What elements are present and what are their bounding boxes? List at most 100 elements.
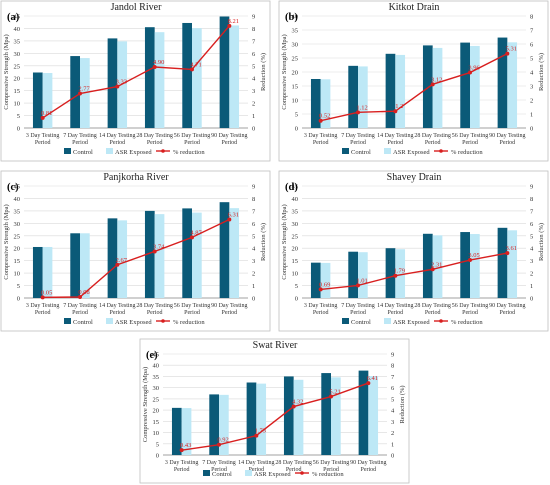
y2-tick-label: 4 [530, 246, 534, 253]
bar-asr-exposed [42, 246, 53, 298]
bar-asr-exposed [358, 252, 368, 298]
bar-control [348, 251, 358, 298]
reduction-point [227, 23, 232, 28]
y-tick-label: 20 [292, 246, 299, 253]
bar-asr-exposed [320, 79, 331, 128]
reduction-point [356, 283, 360, 288]
y2-tick-label: 5 [530, 56, 533, 63]
legend-swatch-asr [245, 470, 252, 476]
bar-asr-exposed [229, 25, 240, 128]
reduction-data-label: 6.41 [367, 375, 378, 382]
y2-tick-label: 0 [530, 126, 533, 133]
x-tick-label: Period [425, 140, 441, 146]
y2-tick-label: 1 [530, 112, 533, 119]
bar-control [497, 37, 508, 129]
chart-panel-5: Swat River(e)051015202530354045012345678… [139, 338, 410, 484]
x-tick-label: 90 Day Testing [489, 303, 525, 309]
legend-swatch-control [203, 470, 210, 476]
reduction-data-label: 6.31 [228, 211, 239, 218]
y-tick-label: 45 [153, 352, 160, 359]
reduction-data-label: 8.21 [228, 18, 239, 25]
reduction-line [42, 25, 230, 119]
x-tick-label: 7 Day Testing [341, 133, 374, 139]
legend-label-asr: ASR Exposed [115, 149, 152, 156]
y2-tick-label: 3 [530, 84, 533, 91]
y2-tick-label: 3 [530, 258, 533, 265]
reduction-data-label: 1.73 [255, 428, 266, 435]
y2-tick-label: 7 [391, 374, 395, 381]
reduction-point [179, 448, 184, 453]
bar-asr-exposed [181, 408, 192, 455]
x-tick-label: 90 Day Testing [350, 460, 386, 466]
y-tick-label: 10 [153, 430, 160, 437]
bar-asr-exposed [470, 234, 480, 298]
bar-control [144, 210, 155, 298]
reduction-data-label: 3.74 [153, 243, 165, 250]
y-tick-label: 25 [292, 233, 299, 240]
panel-frame [0, 0, 271, 162]
x-tick-label: Period [35, 140, 51, 146]
y-tick-label: 5 [295, 112, 298, 119]
chart-title: Swat River [253, 340, 298, 351]
x-tick-label: Period [184, 310, 200, 316]
reduction-data-label: 4.71 [190, 61, 201, 68]
x-tick-label: 7 Day Testing [63, 303, 96, 309]
y2-tick-label: 6 [530, 42, 534, 49]
y2-axis-label: Reduction (%) [260, 53, 267, 91]
y-tick-label: 20 [14, 76, 21, 83]
y2-tick-label: 4 [391, 408, 395, 415]
y-tick-label: 20 [14, 246, 21, 253]
y-tick-label: 40 [153, 363, 160, 370]
y2-tick-label: 0 [530, 296, 533, 303]
y-tick-label: 10 [292, 98, 299, 105]
y2-tick-label: 4 [252, 76, 256, 83]
bar-control [182, 208, 192, 298]
legend-label-reduction: % reduction [173, 149, 205, 156]
y-tick-label: 25 [292, 56, 299, 63]
bar-asr-exposed [368, 375, 379, 455]
reduction-point [227, 217, 232, 222]
x-tick-label: 14 Day Testing [238, 460, 274, 466]
x-tick-label: 7 Day Testing [202, 460, 235, 466]
y-tick-label: 15 [14, 88, 21, 95]
y2-tick-label: 3 [391, 419, 394, 426]
bar-control [219, 16, 230, 128]
reduction-data-label: 3.33 [116, 79, 127, 86]
legend-label-asr: ASR Exposed [254, 471, 291, 478]
x-tick-label: Period [221, 310, 237, 316]
reduction-data-label: 0.81 [41, 110, 52, 117]
bar-control [283, 376, 294, 455]
bar-asr-exposed [331, 377, 341, 455]
reduction-point [190, 235, 194, 240]
x-tick-label: 3 Day Testing [304, 133, 337, 139]
x-tick-label: 56 Day Testing [313, 460, 349, 466]
y2-tick-label: 8 [252, 26, 255, 33]
reduction-point [78, 91, 82, 96]
reduction-data-label: 1.01 [356, 277, 367, 284]
y2-tick-label: 8 [530, 196, 533, 203]
chart-title: Shavey Drain [387, 172, 442, 183]
y-tick-label: 0 [156, 453, 159, 460]
legend-swatch-control [64, 318, 71, 324]
bar-control [32, 72, 43, 128]
reduction-point [329, 394, 333, 399]
y-tick-label: 10 [292, 271, 299, 278]
reduction-point [115, 262, 120, 267]
chart-title: Kitkot Drain [389, 2, 440, 13]
y2-tick-label: 6 [391, 385, 395, 392]
bar-control [209, 394, 219, 455]
x-tick-label: Period [350, 310, 366, 316]
reduction-point [291, 404, 296, 409]
x-tick-label: 3 Day Testing [26, 303, 59, 309]
panel-frame [0, 170, 271, 332]
chart-title: Jandol River [111, 2, 162, 13]
x-tick-label: Period [462, 140, 478, 146]
x-tick-label: Period [221, 140, 237, 146]
y2-tick-label: 5 [252, 63, 255, 70]
reduction-point [393, 273, 398, 278]
legend-label-asr: ASR Exposed [393, 149, 430, 156]
bar-asr-exposed [507, 42, 518, 128]
bar-control [32, 246, 43, 298]
legend-label-asr: ASR Exposed [115, 319, 152, 326]
x-tick-label: Period [174, 467, 190, 473]
